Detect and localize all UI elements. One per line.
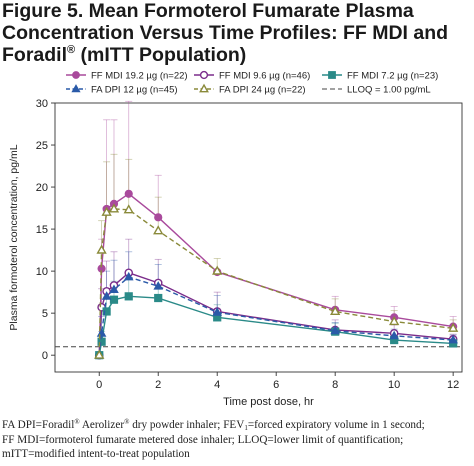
x-axis-label: Time post dose, hr bbox=[223, 396, 314, 408]
y-axis-label: Plasma formoterol concentration, pg/mL bbox=[8, 144, 20, 330]
data-point bbox=[101, 291, 112, 300]
y-tick-label: 20 bbox=[36, 182, 48, 194]
figure-title: Figure 5. Mean Formoterol Fumarate Plasm… bbox=[2, 0, 470, 66]
data-point bbox=[153, 225, 164, 235]
footnote-fa-dpi: FA DPI=Foradil bbox=[2, 419, 75, 431]
footnote-aerolizer: Aerolizer bbox=[79, 419, 125, 431]
series-5 bbox=[94, 203, 459, 359]
figure-footnotes: FA DPI=Foradil® Aerolizer® dry powder in… bbox=[2, 418, 472, 462]
x-tick-label: 4 bbox=[214, 379, 220, 391]
data-point bbox=[109, 284, 119, 293]
data-point bbox=[124, 189, 133, 198]
x-tick-label: 6 bbox=[273, 379, 279, 391]
data-point bbox=[389, 315, 400, 326]
series-line bbox=[98, 208, 454, 356]
legend-marker bbox=[72, 71, 80, 79]
figure-title-foradil: Foradil bbox=[2, 44, 68, 66]
footnote-dpi-fev: dry powder inhaler; FEV bbox=[129, 419, 245, 431]
chart-plot-area bbox=[55, 100, 462, 360]
data-point bbox=[154, 213, 163, 222]
data-point bbox=[212, 265, 223, 275]
x-tick-label: 8 bbox=[332, 379, 338, 391]
legend-label: FA DPI 12 µg (n=45) bbox=[91, 85, 178, 96]
legend-label: FA DPI 24 µg (n=22) bbox=[219, 85, 306, 96]
series-2 bbox=[94, 268, 458, 360]
data-point bbox=[123, 271, 134, 281]
footnote-fev-def: =forced expiratory volume in 1 second; bbox=[247, 419, 425, 431]
y-tick-label: 15 bbox=[36, 224, 48, 236]
data-point bbox=[153, 281, 164, 290]
footnote-line-1: FA DPI=Foradil® Aerolizer® dry powder in… bbox=[2, 418, 472, 433]
x-tick-label: 2 bbox=[155, 379, 161, 391]
y-tick-label: 0 bbox=[42, 350, 48, 362]
legend-label: FF MDI 7.2 µg (n=23) bbox=[347, 71, 438, 82]
x-tick-label: 10 bbox=[388, 379, 400, 391]
series-line bbox=[98, 272, 454, 356]
legend-lloq-label: LLOQ = 1.00 pg/mL bbox=[347, 85, 431, 96]
series-line bbox=[98, 295, 454, 356]
legend-marker bbox=[199, 70, 209, 80]
data-point bbox=[330, 305, 341, 316]
data-point bbox=[123, 204, 134, 214]
figure-title-line-2: Concentration Versus Time Profiles: FF M… bbox=[2, 22, 449, 44]
plot-frame bbox=[54, 102, 463, 373]
legend-marker bbox=[71, 84, 81, 93]
data-point bbox=[447, 322, 459, 332]
y-tick-label: 10 bbox=[36, 266, 48, 278]
data-point bbox=[109, 295, 119, 304]
series-line bbox=[98, 276, 454, 356]
legend-marker bbox=[328, 71, 336, 79]
legend-label: FF MDI 9.6 µg (n=46) bbox=[219, 71, 310, 82]
data-point bbox=[101, 206, 112, 216]
figure-title-line-1: Figure 5. Mean Formoterol Fumarate Plasm… bbox=[2, 0, 414, 22]
footnote-line-2: FF MDI=formoterol fumarate metered dose … bbox=[2, 433, 404, 446]
error-bars-series-4 bbox=[98, 251, 457, 341]
series-line bbox=[98, 192, 454, 356]
data-point bbox=[212, 307, 223, 316]
series-4 bbox=[94, 271, 458, 359]
registered-mark: ® bbox=[124, 418, 130, 426]
series-3 bbox=[95, 292, 458, 360]
error-bars-series-5 bbox=[98, 153, 457, 329]
error-bars-series-3 bbox=[98, 274, 457, 344]
error-bars-series-1 bbox=[98, 100, 457, 327]
figure-title-population: (mITT Population) bbox=[75, 44, 247, 66]
data-point bbox=[124, 292, 133, 301]
legend-marker bbox=[199, 83, 209, 93]
data-point bbox=[448, 334, 458, 344]
data-point bbox=[94, 349, 105, 359]
x-tick-label: 12 bbox=[447, 379, 459, 391]
y-tick-label: 30 bbox=[36, 98, 48, 110]
data-point bbox=[102, 307, 111, 316]
data-point bbox=[154, 293, 163, 303]
pk-line-chart: FF MDI 19.2 µg (n=22) FF MDI 9.6 µg (n=46… bbox=[8, 71, 463, 408]
legend-label: FF MDI 19.2 µg (n=22) bbox=[91, 71, 188, 82]
y-tick-label: 5 bbox=[42, 308, 48, 320]
figure-title-line-3: Foradil® (mITT Population) bbox=[2, 44, 470, 66]
y-tick-label: 25 bbox=[36, 140, 48, 152]
data-point bbox=[108, 203, 120, 213]
registered-mark: ® bbox=[74, 418, 80, 426]
footnote-line-3: mITT=modified intent-to-treat population bbox=[2, 448, 190, 460]
chart-axes: 0 5 10 15 20 25 30 0 2 4 6 8 10 12 Time post dose, hr P… bbox=[8, 98, 463, 408]
data-point bbox=[96, 328, 107, 337]
data-point bbox=[330, 325, 340, 335]
footnote-subscript: 1 bbox=[244, 424, 248, 432]
chart-legend: FF MDI 19.2 µg (n=22) FF MDI 9.6 µg (n=46… bbox=[66, 71, 438, 96]
registered-mark: ® bbox=[67, 44, 76, 56]
data-point bbox=[389, 330, 399, 340]
data-point bbox=[96, 244, 107, 254]
x-tick-label: 0 bbox=[96, 379, 102, 391]
